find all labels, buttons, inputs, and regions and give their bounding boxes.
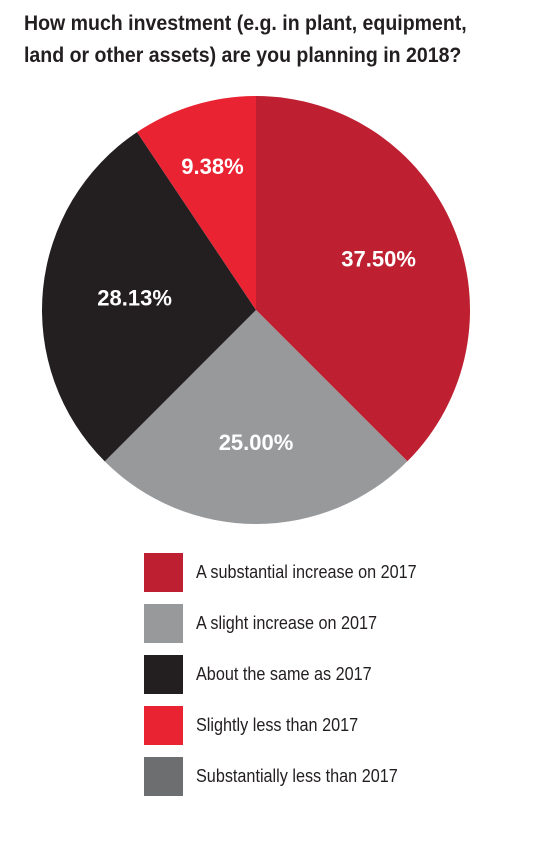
slice-label-slightly-less: 9.38% [181, 154, 243, 179]
legend-label-slight-increase: A slight increase on 2017 [196, 612, 378, 633]
pie-chart: 37.50% 25.00% 28.13% 9.38% [42, 96, 471, 525]
pie-slice-slight-increase [104, 310, 408, 525]
legend-swatch-substantial-increase [144, 552, 183, 592]
legend-item-substantial-increase: A substantial increase on 2017 [144, 552, 441, 592]
pie-slice-about-same [42, 132, 256, 462]
legend-swatch-about-same [144, 654, 183, 694]
legend-item-slightly-less: Slightly less than 2017 [144, 705, 441, 745]
legend-item-substantially-less: Substantially less than 2017 [144, 756, 441, 796]
legend: A substantial increase on 2017 A slight … [144, 552, 441, 807]
legend-label-substantially-less: Substantially less than 2017 [196, 765, 398, 786]
legend-label-slightly-less: Slightly less than 2017 [196, 714, 359, 735]
slice-label-substantial-increase: 37.50% [341, 247, 416, 272]
slice-label-slight-increase: 25.00% [219, 430, 294, 455]
pie-slice-substantial-increase [256, 96, 471, 462]
legend-label-about-same: About the same as 2017 [196, 663, 372, 684]
legend-item-about-same: About the same as 2017 [144, 654, 441, 694]
slice-label-about-same: 28.13% [97, 286, 172, 311]
legend-label-substantial-increase: A substantial increase on 2017 [196, 561, 417, 582]
legend-item-slight-increase: A slight increase on 2017 [144, 603, 441, 643]
chart-title: How much investment (e.g. in plant, equi… [24, 12, 467, 67]
legend-swatch-slightly-less [144, 705, 183, 745]
legend-swatch-slight-increase [144, 603, 183, 643]
legend-swatch-substantially-less [144, 756, 183, 796]
pie-slice-slightly-less [137, 96, 256, 310]
